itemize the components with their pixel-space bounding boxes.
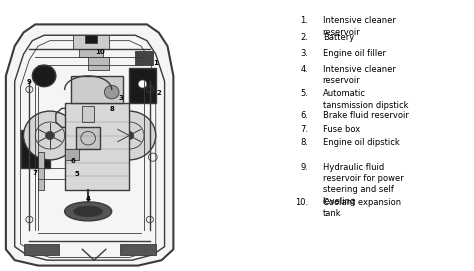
Text: Engine oil filler: Engine oil filler: [323, 49, 386, 58]
Text: 6.: 6.: [301, 111, 308, 120]
Text: 5.: 5.: [301, 89, 308, 98]
Text: Engine oil dipstick: Engine oil dipstick: [323, 138, 400, 147]
Ellipse shape: [64, 202, 112, 221]
Text: 1: 1: [153, 60, 158, 66]
Text: Brake fluid reservoir: Brake fluid reservoir: [323, 111, 409, 120]
Text: 3: 3: [118, 95, 123, 101]
Circle shape: [24, 111, 76, 160]
Text: 5: 5: [74, 171, 79, 177]
Text: 3.: 3.: [301, 49, 308, 58]
Bar: [79, 49, 103, 57]
Circle shape: [104, 85, 119, 99]
Text: 6: 6: [71, 158, 76, 164]
Bar: [24, 244, 59, 255]
Text: 4.: 4.: [301, 65, 308, 74]
Circle shape: [103, 111, 156, 160]
Text: 8.: 8.: [301, 138, 308, 147]
Text: Automatic
tansmission dipstick: Automatic tansmission dipstick: [323, 89, 408, 110]
Text: 1.: 1.: [301, 16, 308, 25]
Bar: [82, 106, 94, 122]
Bar: [120, 244, 156, 255]
Text: 9: 9: [27, 79, 32, 85]
Text: 2: 2: [156, 90, 161, 96]
Text: Fuse box: Fuse box: [323, 125, 360, 134]
Bar: [129, 68, 156, 103]
Text: Intensive cleaner
reservoir: Intensive cleaner reservoir: [323, 65, 396, 85]
Bar: [88, 57, 109, 70]
Polygon shape: [6, 24, 173, 266]
Text: 2.: 2.: [301, 33, 308, 41]
Circle shape: [46, 131, 55, 140]
Bar: [64, 149, 79, 160]
Bar: [38, 152, 44, 190]
Bar: [85, 35, 97, 43]
Circle shape: [138, 80, 147, 88]
Circle shape: [32, 65, 56, 87]
Bar: [71, 76, 123, 103]
Text: Battery: Battery: [323, 33, 354, 41]
Bar: [73, 35, 109, 49]
Circle shape: [125, 131, 134, 140]
Text: 7: 7: [33, 170, 38, 176]
Bar: [76, 127, 100, 149]
Text: Hydraulic fluid
reservoir for power
steering and self
leveling: Hydraulic fluid reservoir for power stee…: [323, 163, 403, 206]
Text: 8: 8: [109, 106, 114, 112]
Text: Intensive cleaner
reservoir: Intensive cleaner reservoir: [323, 16, 396, 37]
Ellipse shape: [73, 206, 103, 217]
Text: 10: 10: [95, 49, 105, 55]
Text: Coolant expansion
tank: Coolant expansion tank: [323, 198, 401, 218]
Text: 10.: 10.: [295, 198, 308, 207]
Text: 9.: 9.: [301, 163, 308, 172]
Bar: [135, 51, 153, 65]
Text: 4: 4: [86, 196, 91, 202]
Bar: [20, 130, 50, 168]
Text: 7.: 7.: [301, 125, 308, 134]
Bar: [64, 103, 129, 190]
